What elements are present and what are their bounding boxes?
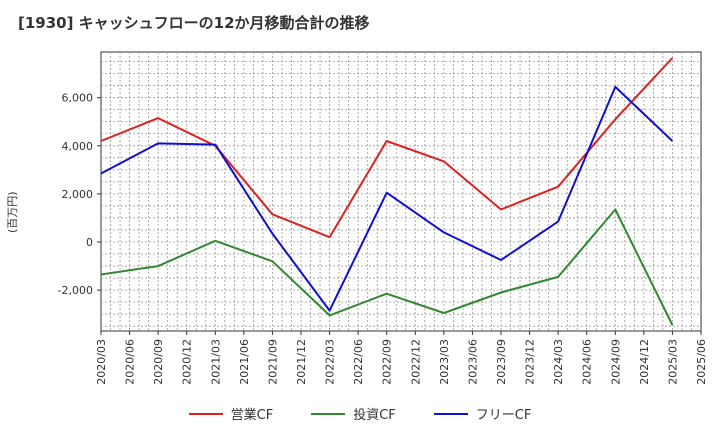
y-tick-label: 6,000 [62, 92, 94, 105]
legend-swatch [433, 412, 468, 415]
legend-item-0: 営業CF [188, 404, 274, 423]
legend-item-1: 投資CF [311, 404, 396, 423]
series-line-2 [100, 85, 674, 312]
legend-label: 投資CF [353, 408, 396, 423]
x-tick-label: 2023/06 [466, 339, 479, 385]
x-tick-label: 2021/03 [209, 339, 222, 385]
x-tick-label: 2024/03 [552, 339, 565, 385]
x-tick-label: 2021/06 [238, 339, 251, 385]
x-axis-ticks: 2020/03 2020/06 2020/09 2020/12 2021/03 2021/… [95, 331, 708, 385]
legend-label: 営業CF [230, 408, 274, 423]
x-tick-label: 2022/12 [409, 339, 422, 385]
series-line-0 [100, 57, 674, 239]
x-tick-label: 2023/09 [495, 339, 508, 385]
y-axis-ticks: -2,000 0 2,000 4,000 6,000 [58, 92, 101, 297]
y-tick-label: -2,000 [58, 284, 93, 297]
y-tick-label: 2,000 [62, 188, 94, 201]
y-tick-label: 4,000 [62, 140, 94, 153]
x-tick-label: 2022/03 [324, 339, 337, 385]
series-line-1 [100, 208, 674, 326]
x-tick-label: 2022/06 [352, 339, 365, 385]
series-lines [100, 57, 674, 326]
x-tick-label: 2024/06 [581, 339, 594, 385]
chart-title: [1930] キャッシュフローの12か月移動合計の推移 [18, 14, 370, 32]
x-tick-label: 2020/09 [152, 339, 165, 385]
legend-swatch [311, 412, 346, 415]
x-tick-label: 2025/03 [666, 339, 679, 385]
legend-item-2: フリーCF [433, 404, 532, 423]
x-tick-label: 2020/03 [95, 339, 108, 385]
legend: 営業CF 投資CF フリーCF [0, 404, 720, 423]
x-tick-label: 2020/06 [124, 339, 137, 385]
x-tick-label: 2023/12 [524, 339, 537, 385]
y-tick-label: 0 [86, 236, 93, 249]
x-tick-label: 2022/09 [381, 339, 394, 385]
x-tick-label: 2021/12 [295, 339, 308, 385]
plot-area [100, 51, 702, 332]
x-tick-label: 2024/09 [609, 339, 622, 385]
x-tick-label: 2020/12 [181, 339, 194, 385]
x-tick-label: 2025/06 [695, 339, 708, 385]
legend-label: フリーCF [475, 408, 532, 423]
legend-swatch [188, 412, 223, 415]
x-tick-label: 2023/03 [438, 339, 451, 385]
x-tick-label: 2021/09 [266, 339, 279, 385]
x-tick-label: 2024/12 [638, 339, 651, 385]
